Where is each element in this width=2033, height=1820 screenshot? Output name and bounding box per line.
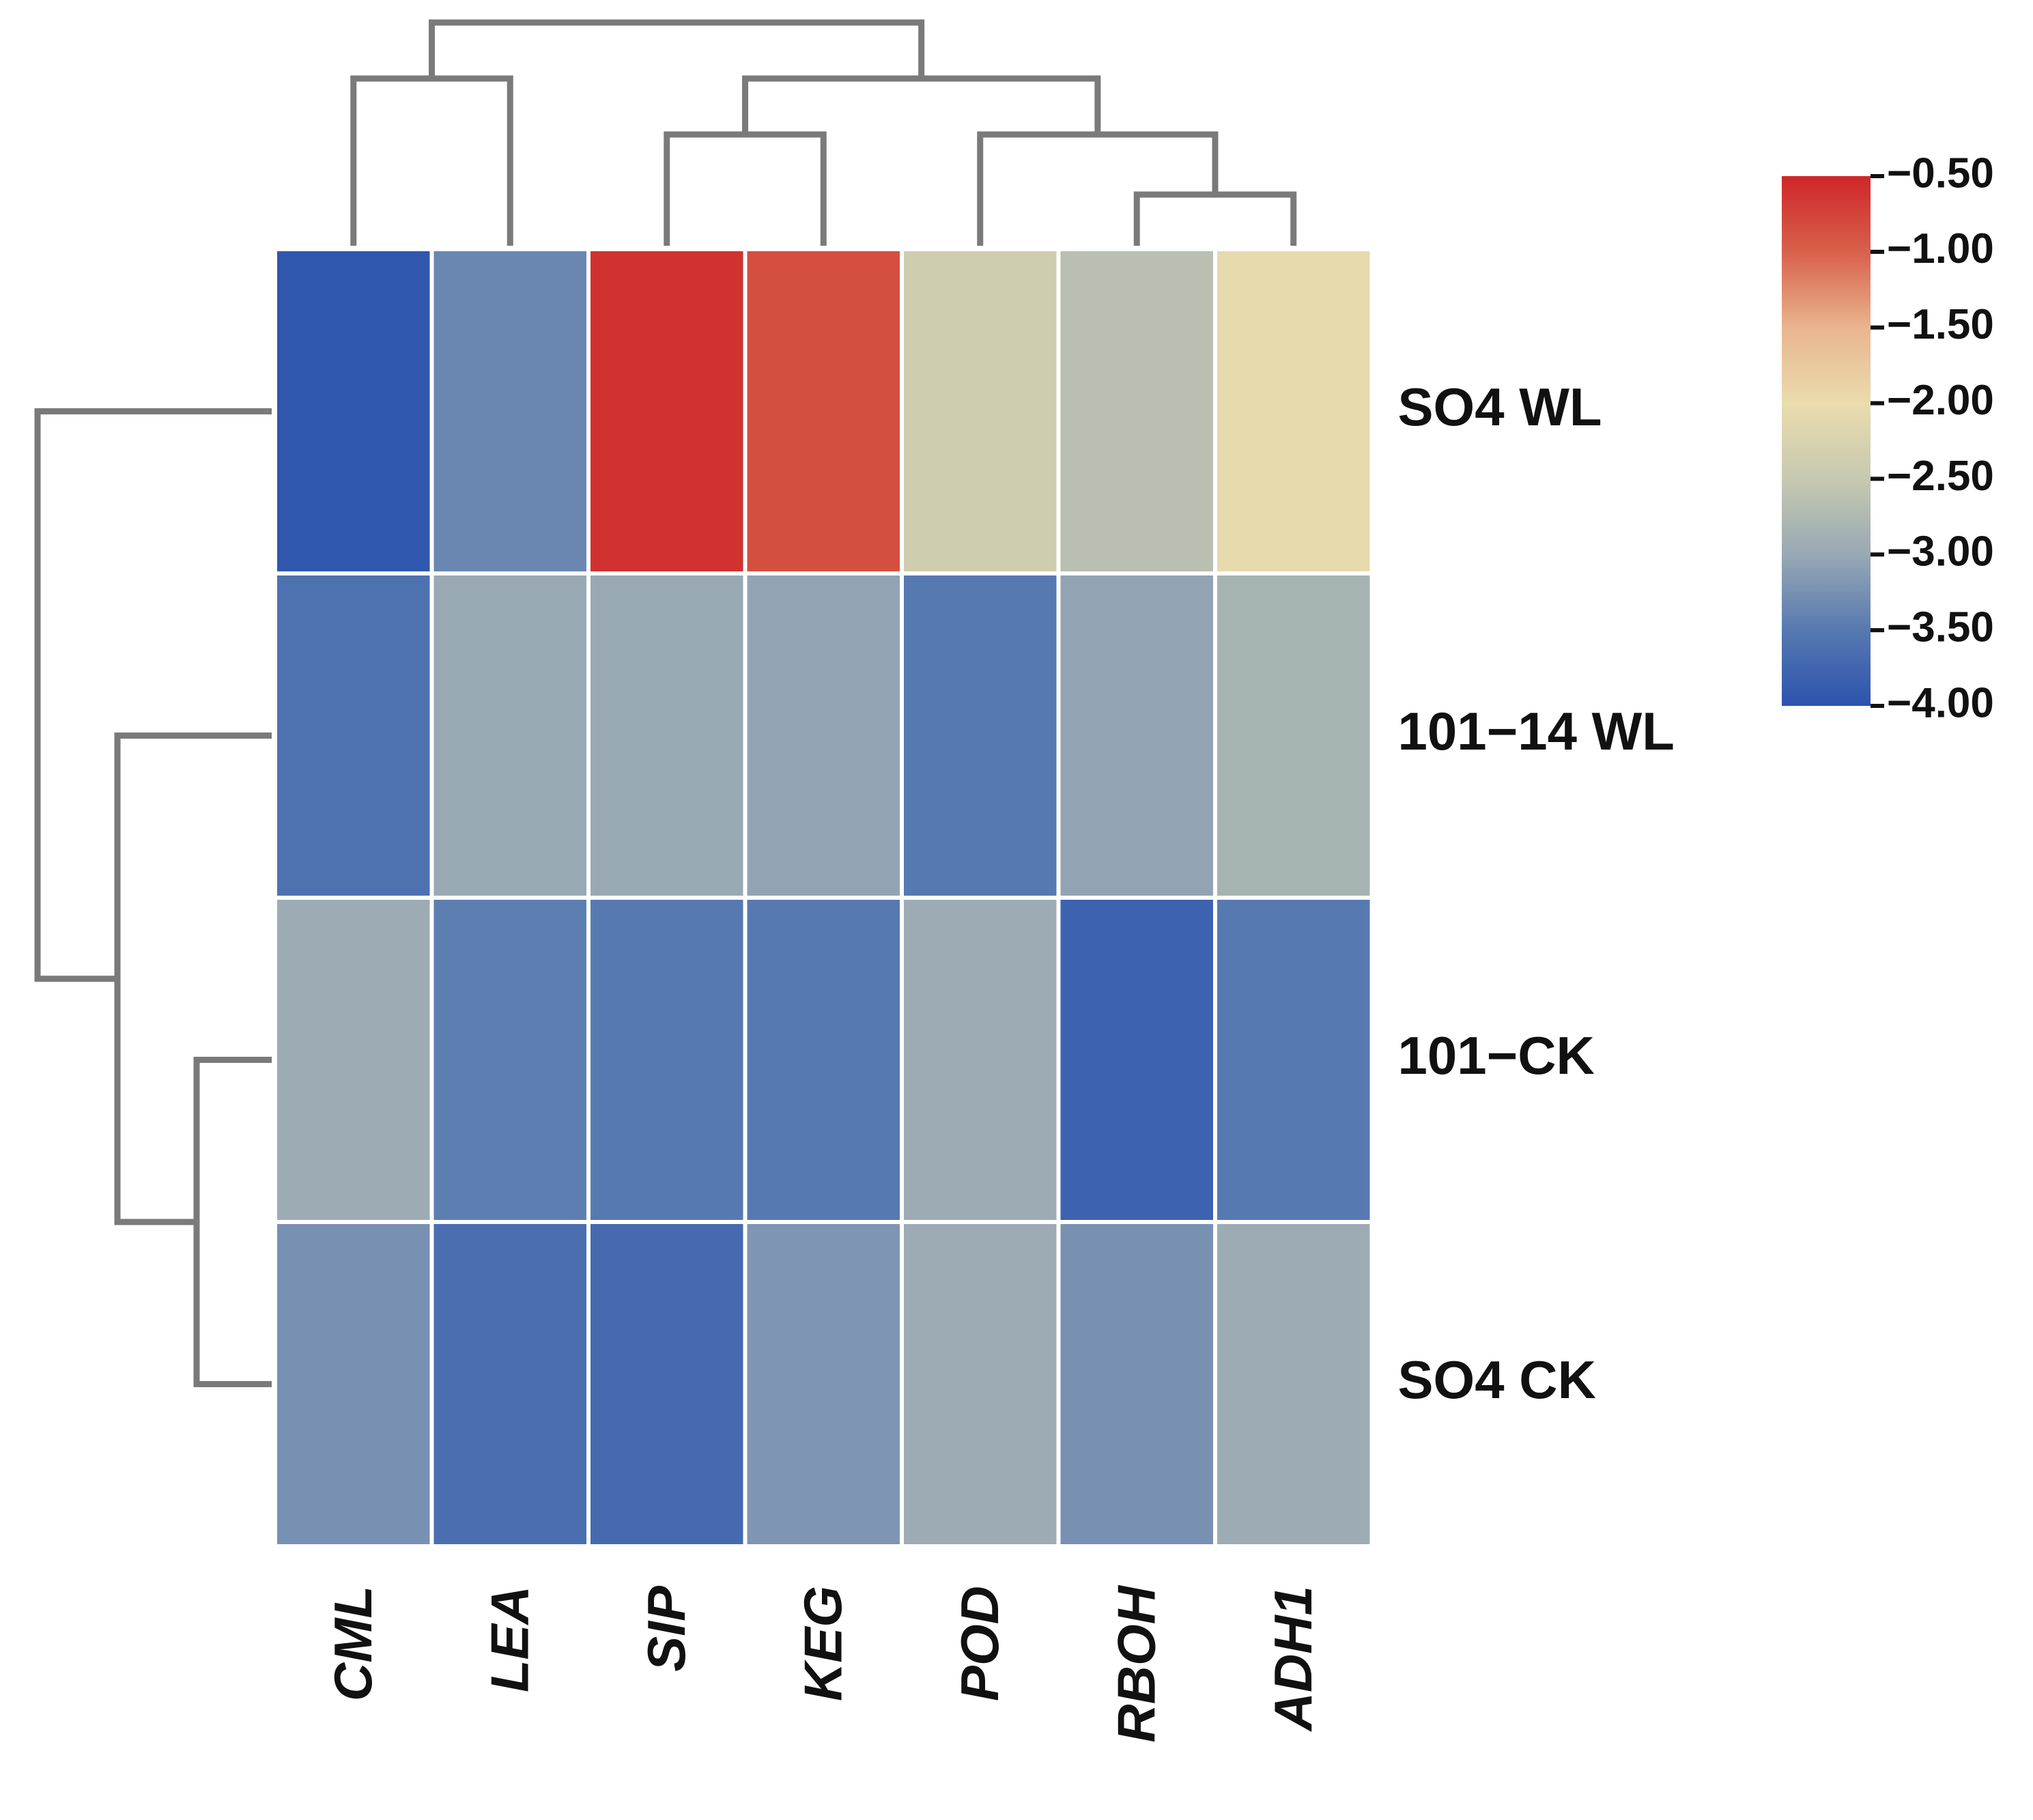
column-label: ADH1 xyxy=(1263,1586,1323,1732)
heatmap-cell-101-14-wl-keg xyxy=(747,575,900,896)
heatmap-cell-so4-wl-cml xyxy=(277,251,430,571)
row-label: SO4 CK xyxy=(1398,1350,1596,1410)
heatmap-cell-so4-wl-pod xyxy=(904,251,1057,571)
colorbar-tick-label: −3.00 xyxy=(1887,528,1994,575)
dendro-col-link xyxy=(664,131,827,246)
colorbar-gradient xyxy=(1782,176,1871,706)
column-label: POD xyxy=(950,1586,1010,1701)
heatmap-cell-so4-ck-cml xyxy=(277,1224,430,1544)
dendro-row-link xyxy=(193,1057,272,1387)
column-label: LEA xyxy=(479,1586,539,1692)
row-label: SO4 WL xyxy=(1398,377,1602,437)
colorbar-tick-label: −2.00 xyxy=(1887,377,1994,424)
heatmap-cell-so4-wl-keg xyxy=(747,251,900,571)
heatmap-cell-101-ck-lea xyxy=(433,900,586,1220)
row-label: 101−CK xyxy=(1398,1025,1595,1085)
colorbar: −0.50 −1.00 −1.50 −2.00 −2.50 −3.00 −3.50 −4.00 xyxy=(1782,150,1994,726)
heatmap-cell-101-ck-rboh xyxy=(1060,900,1213,1220)
heatmap-cell-101-14-wl-adh1 xyxy=(1217,575,1370,896)
row-label: 101−14 WL xyxy=(1398,701,1675,761)
column-dendrogram xyxy=(350,19,1297,246)
dendro-col-link xyxy=(742,75,1101,134)
heatmap-cell-so4-wl-lea xyxy=(433,251,586,571)
heatmap-cell-101-ck-cml xyxy=(277,900,430,1220)
heatmap-cell-101-ck-sip xyxy=(591,900,743,1220)
heatmap-cell-101-14-wl-rboh xyxy=(1060,575,1213,896)
heatmap-cell-so4-ck-pod xyxy=(904,1224,1057,1544)
heatmap-cell-so4-ck-adh1 xyxy=(1217,1224,1370,1544)
heatmap-cell-so4-wl-sip xyxy=(591,251,743,571)
column-label: KEG xyxy=(793,1586,853,1701)
heatmap-cell-101-ck-pod xyxy=(904,900,1057,1220)
colorbar-tick-label: −0.50 xyxy=(1887,150,1994,197)
colorbar-tick-label: −2.50 xyxy=(1887,453,1994,500)
colorbar-tick-label: −3.50 xyxy=(1887,604,1994,651)
heatmap-cell-101-ck-keg xyxy=(747,900,900,1220)
heatmap-cell-so4-ck-sip xyxy=(591,1224,743,1544)
heatmap-cell-so4-ck-rboh xyxy=(1060,1224,1213,1544)
heatmap-cell-101-ck-adh1 xyxy=(1217,900,1370,1220)
column-label: SIP xyxy=(636,1585,696,1672)
colorbar-tick-label: −4.00 xyxy=(1887,679,1994,726)
heatmap-cells xyxy=(277,251,1370,1544)
heatmap-cell-101-14-wl-pod xyxy=(904,575,1057,896)
colorbar-tick-label: −1.00 xyxy=(1887,225,1994,272)
heatmap-cell-so4-wl-rboh xyxy=(1060,251,1213,571)
heatmap-cell-so4-ck-keg xyxy=(747,1224,900,1544)
column-label: RBOH xyxy=(1106,1584,1166,1742)
heatmap-cell-101-14-wl-sip xyxy=(591,575,743,896)
heatmap-cell-101-14-wl-cml xyxy=(277,575,430,896)
dendro-row-link xyxy=(34,408,272,982)
column-labels: CML LEA SIP KEG POD RBOH ADH1 xyxy=(323,1584,1323,1742)
dendro-col-link xyxy=(1133,191,1297,246)
dendro-col-link xyxy=(977,131,1219,246)
row-labels: SO4 WL 101−14 WL 101−CK SO4 CK xyxy=(1398,377,1675,1410)
dendro-col-link xyxy=(350,75,513,246)
colorbar-tick-label: −1.50 xyxy=(1887,301,1994,348)
heatmap-cell-so4-wl-adh1 xyxy=(1217,251,1370,571)
column-label: CML xyxy=(323,1586,383,1701)
row-dendrogram xyxy=(34,408,272,1387)
heatmap-cell-101-14-wl-lea xyxy=(433,575,586,896)
dendro-col-link xyxy=(429,19,925,79)
heatmap-cell-so4-ck-lea xyxy=(433,1224,586,1544)
